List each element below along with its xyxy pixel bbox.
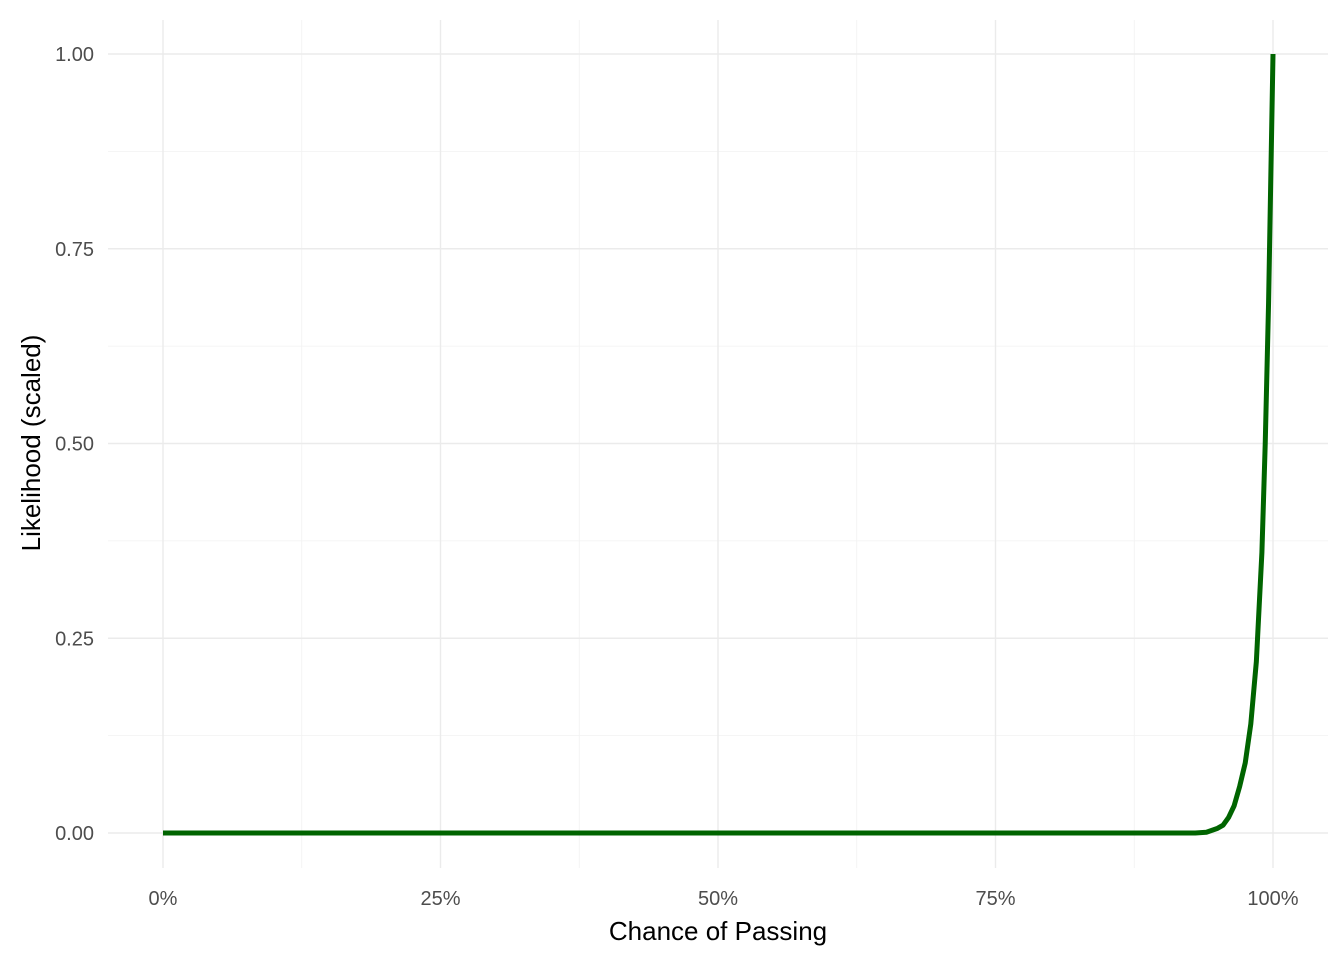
x-tick-label: 100% xyxy=(1247,888,1298,910)
y-axis-title: Likelihood (scaled) xyxy=(16,335,46,552)
x-axis-title: Chance of Passing xyxy=(609,916,827,946)
x-tick-label: 75% xyxy=(975,888,1015,910)
y-tick-label: 0.00 xyxy=(55,823,94,845)
grid xyxy=(108,20,1328,868)
x-axis-ticks: 0% 25% 50% 75% 100% xyxy=(149,888,1299,910)
y-tick-label: 0.50 xyxy=(55,434,94,456)
series-line xyxy=(163,53,1276,836)
series-layer xyxy=(163,53,1276,836)
y-tick-label: 0.75 xyxy=(55,239,94,261)
y-tick-label: 1.00 xyxy=(55,44,94,66)
x-tick-label: 0% xyxy=(149,888,178,910)
x-tick-label: 50% xyxy=(698,888,738,910)
x-tick-label: 25% xyxy=(420,888,460,910)
y-tick-label: 0.25 xyxy=(55,628,94,650)
y-axis-ticks: 0.00 0.25 0.50 0.75 1.00 xyxy=(55,44,94,845)
